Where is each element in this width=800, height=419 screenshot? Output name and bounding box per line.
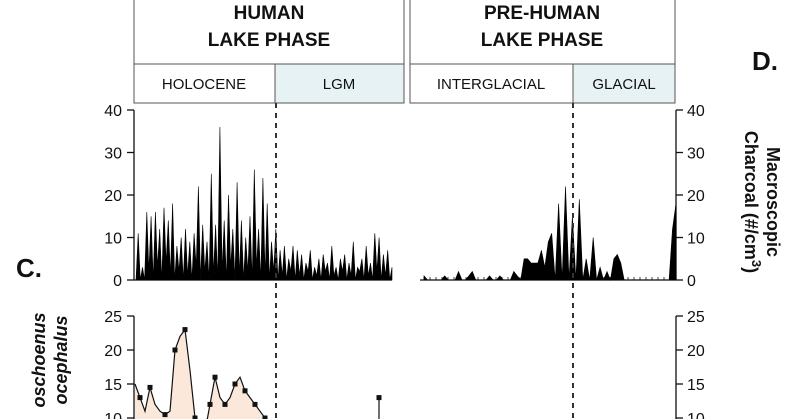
charcoal-human-area: [135, 126, 393, 281]
tick-label-right-upper: 20: [687, 188, 705, 205]
human-phase-header: HUMAN LAKE PHASE HOLOCENE LGM: [133, 0, 405, 104]
tick-label-right-lower: 10: [687, 411, 705, 419]
charcoal-prehuman-area: [423, 186, 677, 282]
lower-series-marker: [212, 374, 218, 380]
lower-series-marker: [147, 384, 153, 390]
lower-series-marker: [207, 401, 213, 407]
glacial-cell: [572, 63, 676, 104]
lower-outlier-marker: [376, 395, 382, 401]
tick-label-left-upper: 20: [104, 188, 122, 205]
lower-series-marker: [262, 415, 268, 419]
tick-label-right-upper: 10: [687, 231, 705, 248]
lower-series-marker: [162, 412, 168, 418]
charcoal-prehuman-series: [423, 186, 677, 282]
lower-series-marker: [192, 415, 198, 419]
charcoal-axis-label-line1: Macroscopic: [763, 147, 783, 257]
lower-series-line: [134, 328, 267, 419]
human-phase-title-line1: HUMAN: [234, 3, 305, 24]
tick-labels: 0 0 10 10 20 20 30 30 40 40 10 10 15 15 20 20 25 25: [104, 103, 705, 419]
lower-series-marker: [232, 381, 238, 387]
lower-series-marker: [252, 401, 258, 407]
lower-series-marker: [222, 401, 228, 407]
charcoal-axis-label: Macroscopic Charcoal (#/cm3): [741, 131, 783, 273]
prehuman-phase-header: PRE-HUMAN LAKE PHASE INTERGLACIAL GLACIA…: [409, 0, 676, 104]
tick-label-right-upper: 30: [687, 146, 705, 163]
charcoal-axis-label-line2: Charcoal (#/cm3): [741, 131, 764, 273]
tick-label-right-lower: 25: [687, 309, 705, 326]
tick-label-left-lower: 15: [104, 377, 122, 394]
lower-series-marker: [137, 395, 143, 401]
lower-axis-label: oschoenus ocephalus: [29, 312, 71, 407]
prehuman-phase-title-line1: PRE-HUMAN: [484, 3, 600, 24]
lower-series-marker: [242, 388, 248, 394]
lower-axis-label-line1: oschoenus: [29, 312, 49, 407]
tick-label-left-upper: 0: [113, 273, 122, 290]
lower-series-marker: [182, 327, 188, 333]
prehuman-phase-title-line2: LAKE PHASE: [481, 30, 603, 51]
tick-label-left-upper: 40: [104, 103, 122, 120]
lgm-label: LGM: [323, 76, 356, 93]
charcoal-human-series: [135, 126, 393, 281]
tick-label-left-lower: 20: [104, 343, 122, 360]
glacial-label: GLACIAL: [592, 76, 655, 93]
lower-series-marker: [172, 347, 178, 353]
interglacial-label: INTERGLACIAL: [437, 76, 545, 93]
tick-label-right-upper: 40: [687, 103, 705, 120]
lower-axis-label-line2: ocephalus: [51, 315, 71, 404]
human-phase-title-line2: LAKE PHASE: [208, 30, 330, 51]
lower-area-fill: [135, 329, 266, 419]
tick-label-left-lower: 25: [104, 309, 122, 326]
tick-label-right-upper: 0: [687, 273, 696, 290]
tick-label-left-upper: 10: [104, 231, 122, 248]
lower-panel-series: [134, 327, 382, 419]
panel-label-d: D.: [752, 46, 778, 76]
holocene-label: HOLOCENE: [162, 76, 246, 93]
tick-label-left-lower: 10: [104, 411, 122, 419]
tick-label-left-upper: 30: [104, 146, 122, 163]
lgm-cell: [274, 63, 405, 104]
panel-label-c: C.: [16, 253, 42, 283]
tick-label-right-lower: 15: [687, 377, 705, 394]
tick-label-right-lower: 20: [687, 343, 705, 360]
